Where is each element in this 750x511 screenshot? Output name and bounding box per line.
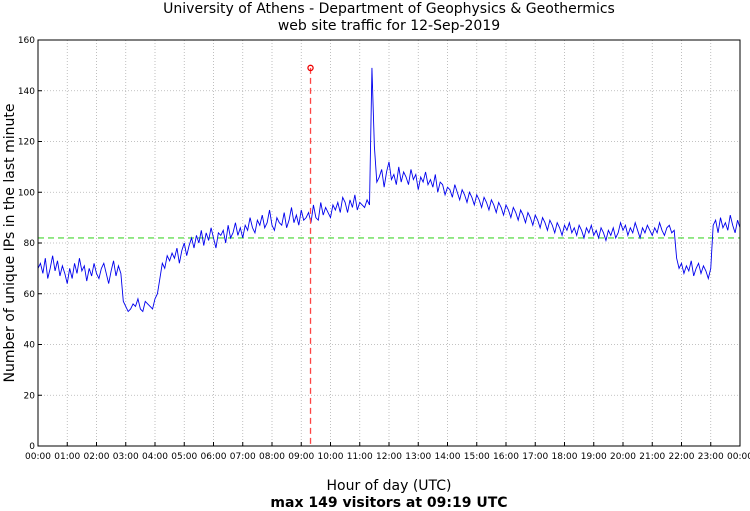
x-tick-label: 15:00 [464, 452, 490, 462]
x-tick-label: 12:00 [376, 452, 402, 462]
x-tick-label: 19:00 [581, 452, 607, 462]
x-tick-label: 11:00 [347, 452, 373, 462]
x-tick-label: 05:00 [171, 452, 197, 462]
x-tick-label: 23:00 [698, 452, 724, 462]
x-tick-label: 06:00 [201, 452, 227, 462]
y-tick-labels: 0 20 40 60 80 100 120 140 160 [18, 36, 42, 452]
y-tick-label: 0 [29, 442, 35, 452]
x-tick-label: 03:00 [113, 452, 139, 462]
y-tick-label: 80 [24, 239, 36, 249]
x-tick-label: 01:00 [54, 452, 80, 462]
y-tick-label: 40 [24, 341, 36, 351]
x-tick-label: 09:00 [288, 452, 314, 462]
x-tick-labels: 00:00 01:00 02:00 03:00 04:00 05:00 06:00 07:00… [25, 442, 750, 462]
x-tick-label: 07:00 [230, 452, 256, 462]
grid [37, 39, 741, 447]
chart-subtitle: web site traffic for 12-Sep-2019 [278, 18, 500, 34]
x-tick-label: 04:00 [142, 452, 168, 462]
x-tick-label: 02:00 [84, 452, 110, 462]
chart-title: University of Athens - Department of Geo… [163, 1, 615, 17]
y-tick-label: 100 [18, 188, 35, 198]
series-group [37, 67, 741, 313]
y-tick-label: 140 [18, 87, 35, 97]
x-tick-label: 00:00 [25, 452, 51, 462]
x-tick-label: 17:00 [522, 452, 548, 462]
traffic-series-line [37, 67, 741, 313]
y-tick-label: 160 [18, 36, 35, 46]
x-tick-label: 21:00 [639, 452, 665, 462]
x-tick-label: 00:00 [727, 452, 750, 462]
x-tick-label: 18:00 [552, 452, 578, 462]
y-tick-label: 60 [24, 290, 36, 300]
x-tick-label: 14:00 [435, 452, 461, 462]
max-note: max 149 visitors at 09:19 UTC [270, 495, 507, 511]
x-tick-label: 22:00 [669, 452, 695, 462]
max-marker-group [307, 64, 314, 446]
y-axis-label: Number of unique IPs in the last minute [2, 104, 18, 383]
x-tick-label: 08:00 [259, 452, 285, 462]
x-tick-label: 16:00 [493, 452, 519, 462]
x-tick-label: 10:00 [318, 452, 344, 462]
max-point-marker [307, 64, 314, 72]
y-tick-label: 20 [24, 391, 36, 401]
x-axis-label: Hour of day (UTC) [327, 478, 452, 494]
y-tick-label: 120 [18, 138, 35, 148]
x-tick-label: 13:00 [405, 452, 431, 462]
x-tick-label: 20:00 [610, 452, 636, 462]
